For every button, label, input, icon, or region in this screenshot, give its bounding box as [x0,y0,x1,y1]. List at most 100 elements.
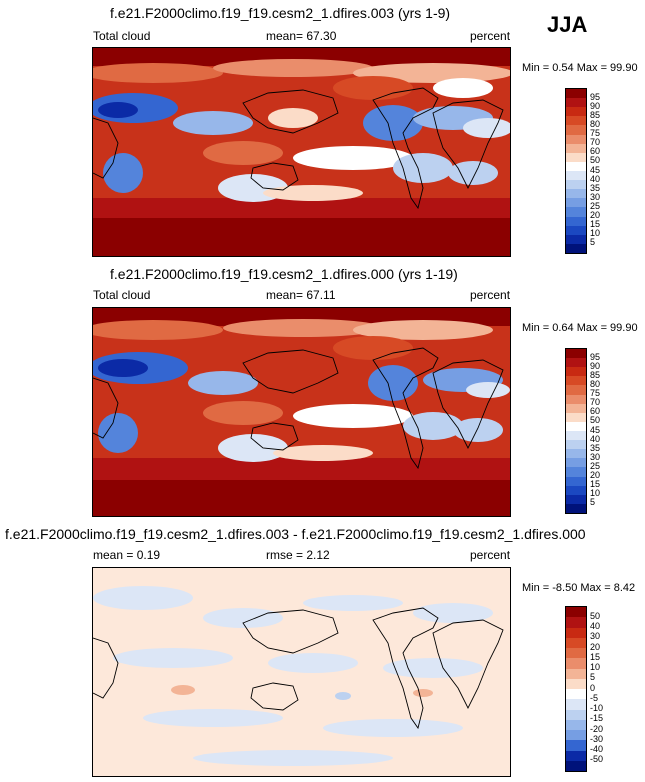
colorbar-tick-label: 10 [590,662,601,672]
panel2-colorbar [565,348,587,514]
colorbar-tick-label: 0 [590,682,596,693]
panel3-colorbar-ticks: 50 40 30 20 15 10 5 0 -5 -10 -15 -20 -30 -40 -50 [590,606,630,772]
panel1-map-field [93,48,510,256]
panel2-variable-label: Total cloud [93,288,151,302]
panel2-title: f.e21.F2000climo.f19_f19.cesm2_1.dfires.… [110,266,458,282]
colorbar-segment [566,225,586,235]
panel2-map-field [93,308,510,516]
panel1-mean-label: mean= 67.30 [266,29,337,43]
colorbar-tick-label: 10 [590,488,601,499]
panel1-title: f.e21.F2000climo.f19_f19.cesm2_1.dfires.… [110,5,451,21]
colorbar-segment [566,180,586,190]
colorbar-tick-label: -50 [590,754,604,765]
colorbar-segment [566,125,586,135]
colorbar-tick-label: 85 [590,369,601,380]
colorbar-tick-label: -40 [590,744,604,754]
colorbar-tick-label: 80 [590,378,601,389]
panel1-units-label: percent [470,29,511,43]
colorbar-tick-label: 50 [590,415,601,426]
panel3-title: f.e21.F2000climo.f19_f19.cesm2_1.dfires.… [5,526,586,542]
colorbar-tick-label: 5 [590,497,596,508]
colorbar-segment [566,349,586,359]
colorbar-segment [566,689,586,700]
colorbar-segment [566,161,586,171]
colorbar-segment [566,440,586,450]
colorbar-segment [566,207,586,217]
colorbar-tick-label: 50 [590,155,601,166]
colorbar-tick-label: -10 [590,703,604,713]
colorbar-tick-label: 25 [590,200,601,211]
panel2-map [92,307,511,517]
colorbar-segment [566,358,586,368]
panel2-colorbar-ticks: 95 90 85 80 75 70 60 50 45 40 35 30 25 20 15 10 5 [590,348,630,514]
colorbar-segment [566,458,586,468]
colorbar-tick-label: 95 [590,91,601,102]
colorbar-segment [566,243,586,253]
panel1-map [92,47,511,257]
panel2-mean-label: mean= 67.11 [266,288,336,302]
colorbar-tick-label: 10 [590,228,601,239]
colorbar-segment [566,403,586,413]
colorbar-segment [566,116,586,126]
colorbar-segment [566,134,586,144]
colorbar-tick-label: 40 [590,173,601,184]
colorbar-segment [566,658,586,669]
panel1-variable-label: Total cloud [93,29,151,43]
colorbar-segment [566,485,586,495]
colorbar-tick-label: 45 [590,424,601,435]
colorbar-tick-label: -20 [590,723,604,734]
colorbar-segment [566,760,586,771]
colorbar-tick-label: 30 [590,191,601,202]
colorbar-tick-label: 90 [590,100,601,111]
panel3-colorbar [565,606,587,772]
colorbar-tick-label: 40 [590,621,601,631]
colorbar-segment [566,648,586,659]
colorbar-tick-label: 30 [590,631,601,642]
colorbar-segment [566,637,586,648]
panel1-minmax: Min = 0.54 Max = 99.90 [522,62,638,74]
colorbar-segment [566,412,586,422]
colorbar-segment [566,385,586,395]
colorbar-tick-label: 35 [590,182,601,193]
colorbar-segment [566,730,586,741]
colorbar-segment [566,668,586,679]
colorbar-segment [566,740,586,751]
colorbar-segment [566,89,586,99]
colorbar-tick-label: 5 [590,237,596,248]
colorbar-tick-label: 20 [590,470,601,481]
colorbar-segment [566,467,586,477]
colorbar-segment [566,678,586,689]
colorbar-segment [566,143,586,153]
colorbar-segment [566,627,586,638]
colorbar-tick-label: -5 [590,692,599,703]
colorbar-tick-label: -30 [590,733,604,744]
colorbar-tick-label: 70 [590,397,601,408]
panel2-units-label: percent [470,288,511,302]
panel3-rmse-label: rmse = 2.12 [266,548,330,562]
colorbar-segment [566,607,586,618]
colorbar-tick-label: 15 [590,479,601,490]
colorbar-segment [566,170,586,181]
colorbar-tick-label: 70 [590,137,601,148]
colorbar-tick-label: 80 [590,118,601,129]
colorbar-tick-label: 40 [590,433,601,444]
colorbar-tick-label: 15 [590,651,601,662]
colorbar-tick-label: 95 [590,351,601,362]
colorbar-segment [566,719,586,730]
colorbar-tick-label: 30 [590,451,601,462]
colorbar-segment [566,376,586,386]
colorbar-segment [566,421,586,431]
colorbar-tick-label: 45 [590,164,601,175]
colorbar-segment [566,394,586,404]
colorbar-tick-label: -15 [590,713,604,724]
colorbar-tick-label: 20 [590,210,601,221]
colorbar-segment [566,476,586,486]
colorbar-tick-label: 20 [590,641,601,652]
panel1-colorbar [565,88,587,254]
colorbar-segment [566,449,586,459]
colorbar-segment [566,198,586,208]
colorbar-tick-label: 15 [590,219,601,230]
colorbar-tick-label: 75 [590,128,601,139]
colorbar-tick-label: 25 [590,460,601,471]
colorbar-segment [566,494,586,504]
